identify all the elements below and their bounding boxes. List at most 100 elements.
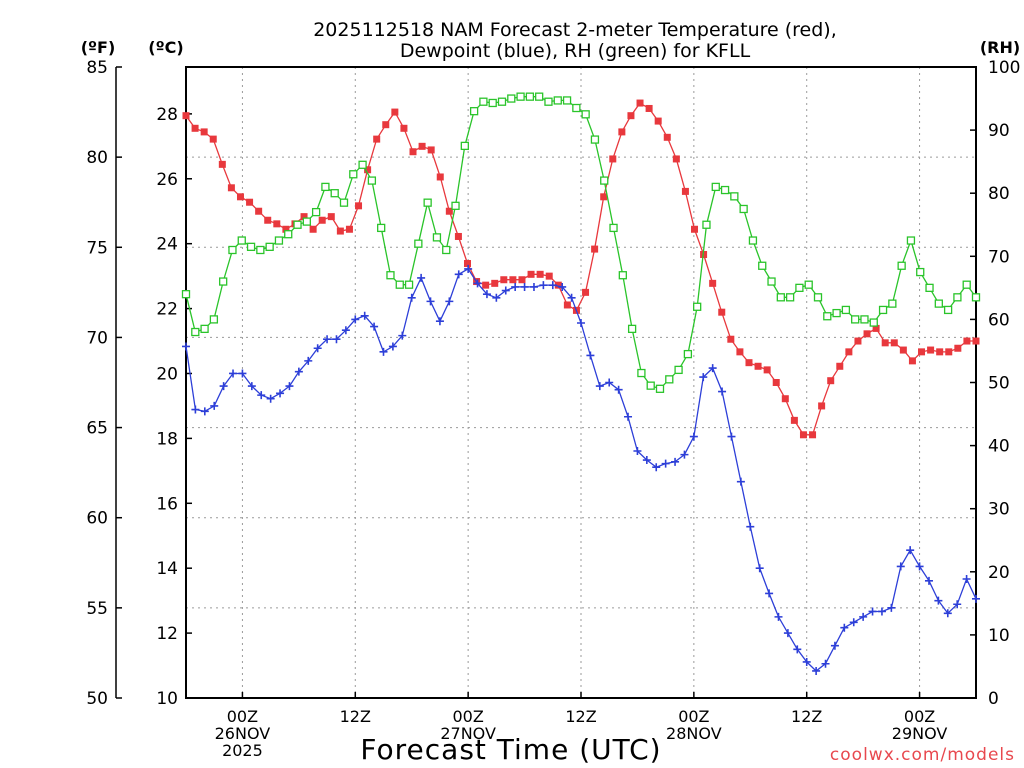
2-meter-temperature-point [509,276,517,284]
x-tick-label: 00Z [227,707,258,726]
dewpoint-point [812,666,821,675]
2-meter-temperature-point [836,362,844,370]
credit-text: coolwx.com/models [830,745,1015,765]
relative-humidity-point [460,141,469,151]
relative-humidity-point [367,176,377,185]
relative-humidity-point [702,220,711,229]
x-tick-label: 29NOV [892,724,948,743]
x-tick-label: 00Z [452,707,483,726]
relative-humidity-point [423,198,432,207]
relative-humidity-point [432,233,442,242]
gridlines [186,67,976,698]
dewpoint-point [323,335,332,344]
2-meter-temperature-point [273,220,281,228]
dewpoint-point [388,342,397,351]
dewpoint-point [586,351,595,360]
2-meter-temperature-point [227,184,235,192]
dewpoint-point [454,270,463,279]
dewpoint-point [915,562,924,571]
relative-humidity-point [916,267,925,277]
rh-tick-label: 100 [988,58,1020,78]
celsius-tick-label: 20 [156,364,178,384]
dewpoint-point [605,378,614,387]
dewpoint-point [294,367,303,376]
celsius-tick-label: 24 [156,235,178,255]
fahrenheit-tick-label: 85 [86,58,108,78]
relative-humidity-point [869,318,878,327]
dewpoint-point [680,450,689,459]
2-meter-temperature-point [500,276,508,284]
2-meter-temperature-point [355,202,363,210]
dewpoint-point [661,459,670,468]
dewpoint-point [633,447,642,456]
2-meter-temperature-point [536,270,544,278]
dewpoint-point [652,463,661,472]
relative-humidity-point [395,280,404,289]
dewpoint-point [802,657,811,666]
relative-humidity-point [655,384,665,393]
dewpoint-point [727,432,736,441]
2-meter-temperature-point [336,227,344,235]
2-meter-temperature-point [745,359,753,367]
relative-humidity-point [739,204,748,214]
2-meter-temperature-point [300,213,308,221]
relative-humidity-point [386,271,395,280]
relative-humidity-point [971,293,981,302]
dewpoint-point [953,600,962,609]
dewpoint-point [859,612,868,621]
rh-tick-label: 0 [988,689,999,709]
dewpoint-point [793,645,802,654]
relative-humidity-point [823,312,832,321]
dewpoint-point [313,344,322,353]
rh-tick-label: 10 [988,626,1010,646]
2-meter-temperature-point [327,213,335,221]
dewpoint-point [671,457,680,466]
fahrenheit-unit-label: (ºF) [81,38,116,57]
2-meter-temperature-point [845,348,853,356]
dewpoint-point [360,311,369,320]
dewpoint-point [868,607,877,616]
x-axis-label: Forecast Time (UTC) [360,733,661,766]
2-meter-temperature-point [191,124,199,132]
2-meter-temperature-line [185,102,976,436]
dewpoint-point [642,456,651,465]
2-meter-temperature-point [709,279,717,287]
2-meter-temperature-point [591,245,599,253]
dewpoint-point [435,317,444,326]
relative-humidity-point [525,92,535,101]
celsius-tick-label: 14 [156,559,178,579]
relative-humidity-point [200,324,209,334]
relative-humidity-point [488,98,497,108]
2-meter-temperature-point [654,117,662,125]
relative-humidity-point [293,220,302,229]
dewpoint-point [783,629,792,638]
2-meter-temperature-point [418,142,426,150]
2-meter-temperature-point [718,308,726,316]
fahrenheit-tick-label: 65 [86,419,108,439]
dewpoint-point [896,562,905,571]
dewpoint-point [736,477,745,486]
celsius-tick-label: 26 [156,170,178,190]
relative-humidity-point [181,290,191,299]
2-meter-temperature-point [954,344,962,352]
2-meter-temperature-point [890,339,898,347]
dewpoint-point [482,290,491,299]
relative-humidity-point [311,207,321,217]
2-meter-temperature-point [373,135,381,143]
2-meter-temperature-point [200,128,208,136]
2-meter-temperature-point [600,193,608,201]
celsius-tick-label: 22 [156,300,178,320]
rh-unit-label: (RH) [980,38,1020,57]
relative-humidity-point [507,94,516,103]
2-meter-temperature-point [445,207,453,215]
relative-humidity-point [888,299,897,308]
relative-humidity-point [943,305,953,315]
dewpoint-point [182,342,190,351]
relative-humidity-series [181,92,981,393]
dewpoint-point [906,546,915,555]
2-meter-temperature-point [872,324,880,332]
2-meter-temperature-point [763,366,771,374]
relative-humidity-point [339,198,349,207]
2-meter-temperature-point [282,225,290,233]
dewpoint-point [426,297,435,306]
